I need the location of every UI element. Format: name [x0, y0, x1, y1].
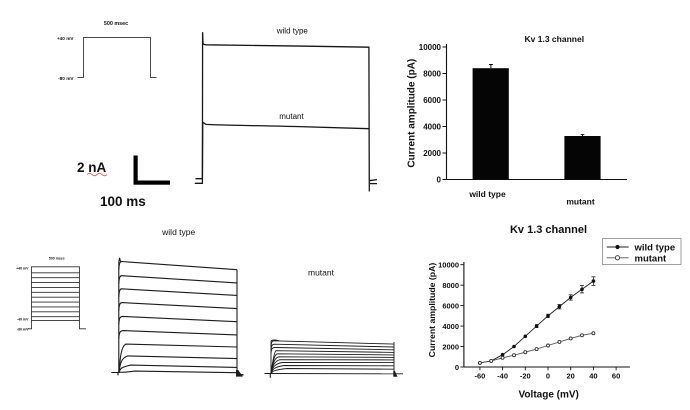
svg-text:Current amplitude (pA): Current amplitude (pA): [406, 59, 417, 168]
svg-text:mutant: mutant: [279, 112, 304, 121]
svg-text:+40 mV: +40 mV: [57, 36, 74, 41]
svg-text:6000: 6000: [442, 301, 459, 310]
svg-text:0: 0: [546, 372, 550, 381]
svg-text:2000: 2000: [442, 342, 459, 351]
svg-text:-80 mV: -80 mV: [17, 328, 29, 332]
svg-text:0: 0: [455, 363, 459, 372]
svg-text:500 msec: 500 msec: [104, 21, 128, 27]
svg-text:10000: 10000: [438, 261, 459, 270]
svg-text:40: 40: [589, 372, 597, 381]
svg-text:2 nA: 2 nA: [77, 160, 107, 175]
svg-text:60: 60: [612, 372, 620, 381]
svg-text:Current amplitude (pA): Current amplitude (pA): [427, 263, 437, 358]
svg-text:8000: 8000: [423, 70, 441, 79]
svg-text:-40: -40: [497, 372, 508, 381]
svg-text:20: 20: [567, 372, 575, 381]
svg-text:-60: -60: [474, 372, 485, 381]
svg-text:mutant: mutant: [308, 267, 335, 277]
svg-text:wild type: wild type: [161, 227, 195, 237]
svg-text:Voltage (mV): Voltage (mV): [519, 390, 579, 401]
svg-text:-40 mV: -40 mV: [17, 317, 29, 321]
svg-text:10000: 10000: [419, 43, 442, 52]
svg-text:500 msec: 500 msec: [49, 257, 65, 261]
svg-text:-20: -20: [520, 372, 531, 381]
svg-text:mutant: mutant: [635, 253, 668, 264]
svg-text:Kv 1.3 channel: Kv 1.3 channel: [510, 224, 587, 236]
svg-text:4000: 4000: [442, 322, 459, 331]
svg-text:2000: 2000: [423, 149, 441, 158]
svg-text:4000: 4000: [423, 123, 441, 132]
svg-text:mutant: mutant: [566, 197, 595, 207]
svg-text:Kv 1.3 channel: Kv 1.3 channel: [525, 34, 585, 44]
svg-text:wild type: wild type: [276, 27, 309, 36]
svg-text:0: 0: [437, 176, 442, 185]
svg-text:-80 mV: -80 mV: [58, 76, 74, 81]
svg-text:wild type: wild type: [634, 243, 676, 254]
svg-text:wild type: wild type: [468, 189, 506, 199]
svg-text:+40 mV: +40 mV: [16, 267, 29, 271]
svg-text:8000: 8000: [442, 281, 459, 290]
svg-text:100 ms: 100 ms: [100, 194, 146, 209]
svg-text:6000: 6000: [423, 96, 441, 105]
